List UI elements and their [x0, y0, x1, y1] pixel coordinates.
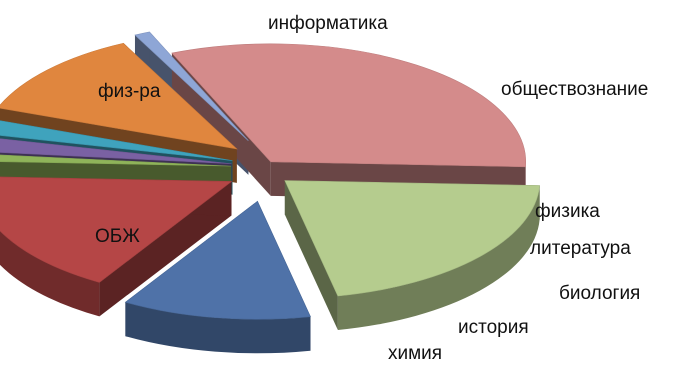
slice-label-0: информатика: [268, 13, 388, 34]
slice-4: [0, 120, 233, 161]
slice-label-1: обществознание: [501, 79, 649, 100]
slice-0: [124, 200, 311, 320]
slice-label-2: физика: [535, 201, 600, 222]
slice-8: [284, 180, 540, 297]
slice-label-4: биология: [559, 283, 641, 304]
slice-2: [0, 154, 232, 167]
slice-7: [171, 43, 526, 168]
slice-label-5: история: [458, 317, 529, 338]
slice-label-7: ОБЖ: [95, 226, 140, 247]
slice-6: [134, 31, 249, 141]
slice-label-8: физ-ра: [98, 81, 161, 102]
slice-label-6: химия: [388, 343, 443, 364]
slice-1: [0, 176, 233, 283]
slice-5: [0, 42, 238, 150]
slice-3: [0, 138, 232, 165]
slice-label-3: литература: [530, 238, 631, 259]
